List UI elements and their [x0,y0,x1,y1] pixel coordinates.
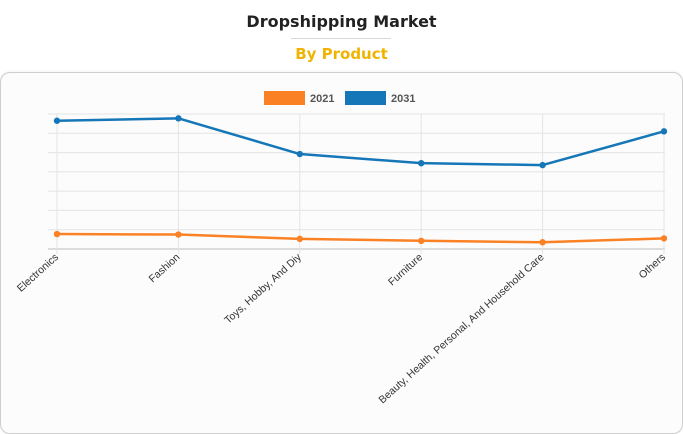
series-line-2021 [56,232,665,244]
data-point-2021[interactable] [539,239,546,246]
series-line-2031 [56,117,665,167]
data-point-2021[interactable] [418,237,425,245]
data-point-2031[interactable] [418,159,425,167]
chart-panel [0,72,683,434]
title-divider [291,38,391,39]
data-point-2031[interactable] [539,161,546,169]
x-tick-label: Electronics [15,251,61,294]
legend-swatch-2021[interactable] [264,91,305,105]
data-point-2021[interactable] [53,230,61,238]
x-tick-label: Fashion [147,251,183,285]
line-chart: Electronics Fashion Toys, Hobby, And Diy Fu… [15,91,668,406]
legend-label-2021[interactable]: 2021 [310,93,334,105]
data-point-2021[interactable] [175,231,182,238]
legend-swatch-2031[interactable] [345,91,386,105]
x-tick-label: Toys, Hobby, And Diy [222,251,304,327]
chart-title: Dropshipping Market [246,12,437,31]
data-point-2021[interactable] [660,235,668,242]
data-point-2031[interactable] [175,115,182,122]
x-tick-label: Others [637,251,668,281]
data-point-2031[interactable] [296,150,303,158]
chart-subtitle: By Product [295,45,388,63]
legend-label-2031[interactable]: 2031 [391,93,415,105]
data-point-2031[interactable] [53,117,61,124]
data-point-2021[interactable] [296,235,303,243]
data-point-2031[interactable] [660,128,668,135]
x-tick-label: Furniture [386,251,425,288]
